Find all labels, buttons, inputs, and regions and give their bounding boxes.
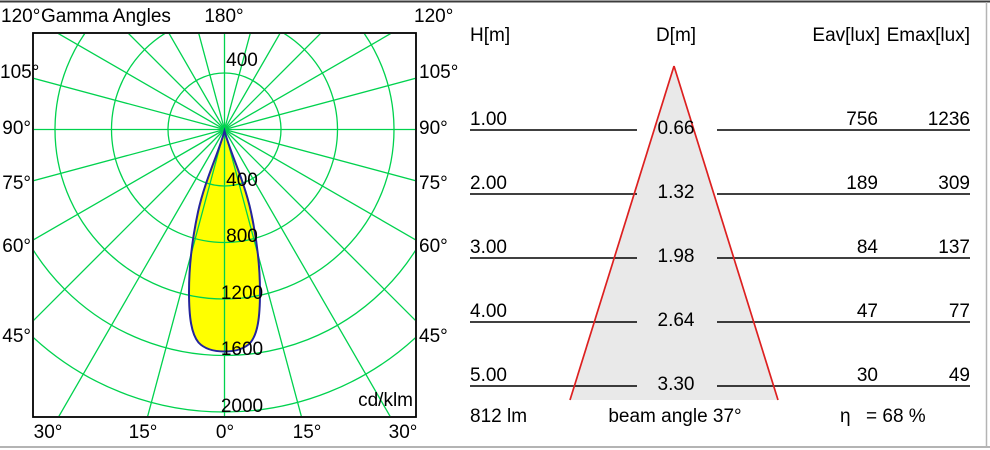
gamma-label-120-top-left: 120°: [1, 6, 41, 27]
polar-plot-area: [34, 34, 415, 416]
gamma-label-15-bottom-left: 15°: [128, 422, 158, 443]
row-d: 0.66: [657, 118, 695, 139]
gamma-label-105-right: 105°: [419, 62, 459, 83]
polar-grid: [34, 34, 415, 416]
beam-cone-fill: [570, 66, 778, 400]
ring-label-2000: 2000: [220, 396, 264, 417]
luminous-flux-label: 812 lm: [470, 406, 528, 427]
row-d: 3.30: [657, 374, 695, 395]
ring-label-400: 400: [226, 170, 258, 191]
row-emax: 1236: [927, 109, 970, 130]
gamma-label-90-left: 90°: [2, 118, 31, 139]
beam-cone-right-edge: [673, 65, 779, 401]
gamma-angle-rays: [34, 34, 415, 416]
gamma-label-60-right: 60°: [419, 236, 448, 257]
beam-cone-left-edge: [569, 65, 675, 401]
row-h: 5.00: [470, 365, 507, 386]
beam-cone-edges: [569, 65, 779, 401]
ring-label-400-upper: 400: [226, 50, 258, 71]
row-d: 2.64: [657, 310, 695, 331]
ring-label-1200: 1200: [220, 283, 264, 304]
row-d: 1.32: [657, 182, 695, 203]
polar-unit-label: cd/klm: [358, 390, 413, 411]
row-h: 3.00: [470, 237, 507, 258]
gamma-label-105-left: 105°: [0, 62, 40, 83]
row-eav: 756: [846, 109, 878, 130]
row-emax: 309: [938, 173, 970, 194]
ring-label-800: 800: [226, 226, 258, 247]
row-eav: 30: [856, 365, 878, 386]
gamma-label-120-top-right: 120°: [414, 6, 454, 27]
polar-chart-border: [32, 32, 417, 418]
row-d: 1.98: [657, 246, 695, 267]
polar-chart-title: Gamma Angles: [41, 6, 171, 27]
gamma-label-45-right: 45°: [419, 326, 448, 347]
row-emax: 77: [948, 301, 970, 322]
eta-value: = 68 %: [866, 406, 926, 427]
ring-label-1600: 1600: [220, 339, 264, 360]
header-emax: Emax[lux]: [886, 25, 970, 46]
gamma-label-75-right: 75°: [419, 173, 448, 194]
row-eav: 84: [856, 237, 878, 258]
row-emax: 49: [948, 365, 970, 386]
row-h: 1.00: [470, 109, 507, 130]
row-eav: 189: [846, 173, 878, 194]
eta-symbol: η: [840, 406, 851, 427]
table-row-lines: [470, 129, 970, 387]
gamma-label-45-left: 45°: [2, 326, 31, 347]
header-h: H[m]: [470, 25, 511, 46]
row-eav: 47: [856, 301, 878, 322]
row-h: 4.00: [470, 301, 507, 322]
gamma-label-60-left: 60°: [2, 236, 31, 257]
beam-lobe-outline: [187, 127, 262, 353]
header-d: D[m]: [655, 25, 697, 46]
gamma-label-0-bottom: 0°: [215, 422, 235, 443]
gamma-label-75-left: 75°: [2, 173, 31, 194]
row-h: 2.00: [470, 173, 507, 194]
header-eav: Eav[lux]: [812, 25, 880, 46]
gamma-label-30-bottom-right: 30°: [388, 422, 418, 443]
gamma-label-30-bottom-left: 30°: [33, 422, 63, 443]
row-emax: 137: [938, 237, 970, 258]
beam-angle-label: beam angle 37°: [608, 406, 742, 427]
gamma-label-15-bottom-right: 15°: [292, 422, 322, 443]
gamma-label-180-top: 180°: [204, 6, 244, 27]
gamma-label-90-right: 90°: [419, 118, 448, 139]
